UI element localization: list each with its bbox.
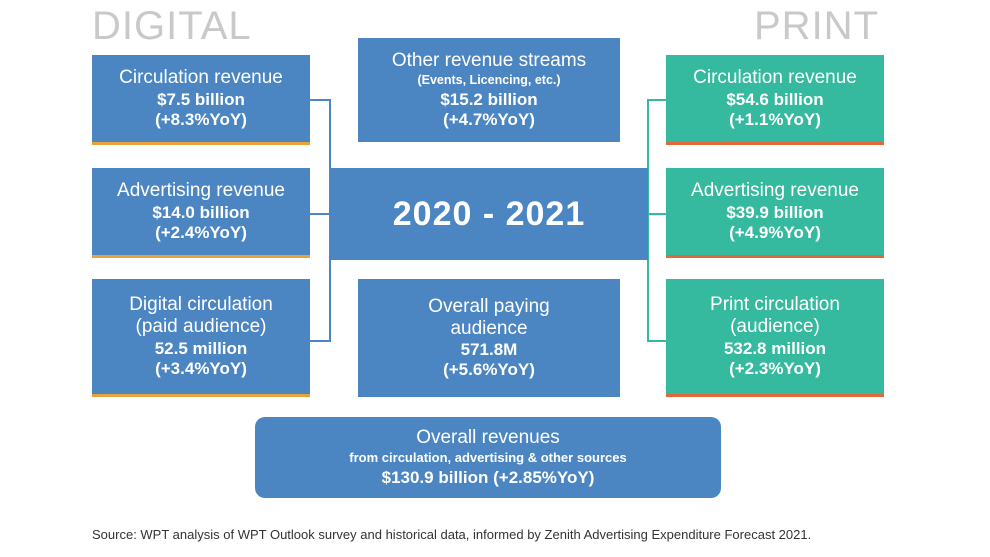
- box-value: $54.6 billion: [726, 89, 824, 109]
- box-title-line1: Print circulation: [710, 294, 840, 316]
- box-yoy: (+4.7%YoY): [443, 109, 535, 129]
- box-subtitle: from circulation, advertising & other so…: [349, 450, 627, 466]
- box-yoy: (+5.6%YoY): [443, 360, 535, 380]
- digital-advertising-revenue-box: Advertising revenue $14.0 billion (+2.4%…: [92, 168, 310, 258]
- digital-circulation-revenue-box: Circulation revenue $7.5 billion (+8.3%Y…: [92, 55, 310, 145]
- box-yoy: (+3.4%YoY): [155, 358, 247, 378]
- box-yoy: (+4.9%YoY): [729, 222, 821, 242]
- digital-heading: DIGITAL: [92, 4, 252, 48]
- box-yoy: (+1.1%YoY): [729, 109, 821, 129]
- box-value: $14.0 billion: [152, 202, 250, 222]
- box-yoy: (+8.3%YoY): [155, 109, 247, 129]
- box-title: Circulation revenue: [119, 67, 283, 89]
- box-title-line2: (paid audience): [135, 316, 267, 338]
- box-value: 571.8M: [460, 340, 518, 360]
- box-value: $130.9 billion (+2.85%YoY): [381, 468, 595, 487]
- box-title-line1: Digital circulation: [129, 294, 273, 316]
- box-title-line2: audience: [450, 317, 528, 339]
- box-title: Advertising revenue: [117, 180, 285, 202]
- box-value: 52.5 million: [154, 338, 248, 358]
- print-circulation-box: Print circulation (audience) 532.8 milli…: [666, 279, 884, 397]
- print-advertising-revenue-box: Advertising revenue $39.9 billion (+4.9%…: [666, 168, 884, 258]
- overall-audience-box: Overall paying audience 571.8M (+5.6%YoY…: [358, 279, 620, 397]
- overall-revenues-box: Overall revenues from circulation, adver…: [255, 417, 721, 498]
- box-yoy: (+2.4%YoY): [155, 222, 247, 242]
- box-value: 532.8 million: [723, 338, 827, 358]
- box-value: $15.2 billion: [440, 89, 538, 109]
- box-yoy: (+2.3%YoY): [729, 358, 821, 378]
- digital-circulation-box: Digital circulation (paid audience) 52.5…: [92, 279, 310, 397]
- other-revenue-box: Other revenue streams (Events, Licencing…: [358, 38, 620, 142]
- source-note: Source: WPT analysis of WPT Outlook surv…: [92, 527, 812, 542]
- box-title-line1: Overall paying: [428, 295, 550, 317]
- box-title-line2: (audience): [730, 316, 820, 338]
- box-subtitle: (Events, Licencing, etc.): [417, 72, 561, 87]
- print-heading: PRINT: [754, 4, 879, 48]
- print-circulation-revenue-box: Circulation revenue $54.6 billion (+1.1%…: [666, 55, 884, 145]
- box-value: $39.9 billion: [726, 202, 824, 222]
- period-band: 2020 - 2021: [330, 168, 648, 260]
- box-value: $7.5 billion: [157, 89, 245, 109]
- box-title: Overall revenues: [416, 426, 560, 448]
- box-title: Other revenue streams: [391, 50, 587, 72]
- box-title: Circulation revenue: [693, 67, 857, 89]
- box-title: Advertising revenue: [691, 180, 859, 202]
